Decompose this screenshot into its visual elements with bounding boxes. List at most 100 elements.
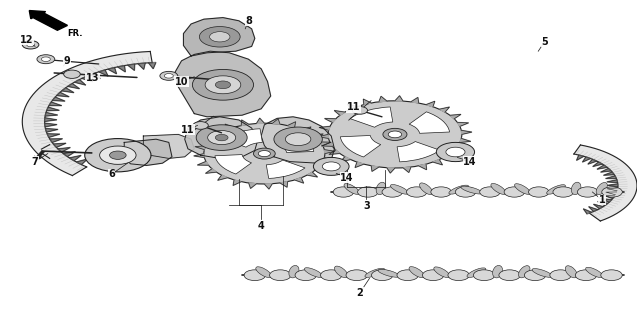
Polygon shape bbox=[426, 101, 435, 107]
Ellipse shape bbox=[365, 268, 385, 277]
Ellipse shape bbox=[467, 268, 486, 277]
Ellipse shape bbox=[449, 185, 469, 194]
Circle shape bbox=[333, 187, 354, 197]
Ellipse shape bbox=[532, 268, 552, 277]
Ellipse shape bbox=[585, 267, 603, 277]
Polygon shape bbox=[460, 139, 471, 142]
Circle shape bbox=[192, 69, 254, 100]
Ellipse shape bbox=[515, 184, 531, 194]
Text: 4: 4 bbox=[258, 220, 264, 231]
Text: 10: 10 bbox=[175, 76, 189, 87]
Polygon shape bbox=[241, 120, 248, 125]
Text: FR.: FR. bbox=[67, 29, 82, 38]
Polygon shape bbox=[607, 180, 618, 183]
Polygon shape bbox=[45, 128, 58, 132]
Text: 12: 12 bbox=[20, 35, 34, 45]
Polygon shape bbox=[272, 119, 280, 124]
Text: 5: 5 bbox=[541, 36, 548, 47]
Wedge shape bbox=[215, 155, 252, 174]
Text: 3: 3 bbox=[363, 201, 369, 212]
Polygon shape bbox=[601, 198, 612, 202]
Circle shape bbox=[254, 148, 275, 159]
Wedge shape bbox=[224, 129, 262, 147]
Circle shape bbox=[448, 270, 469, 281]
Polygon shape bbox=[294, 178, 304, 183]
Polygon shape bbox=[52, 97, 65, 101]
Ellipse shape bbox=[596, 182, 607, 195]
Polygon shape bbox=[606, 192, 617, 195]
Ellipse shape bbox=[565, 266, 577, 278]
Polygon shape bbox=[387, 168, 395, 173]
Circle shape bbox=[199, 27, 240, 47]
Polygon shape bbox=[457, 123, 469, 126]
Polygon shape bbox=[461, 130, 472, 134]
Polygon shape bbox=[206, 169, 217, 173]
Ellipse shape bbox=[378, 269, 400, 277]
Circle shape bbox=[160, 71, 178, 80]
Polygon shape bbox=[257, 118, 264, 124]
Polygon shape bbox=[69, 156, 81, 161]
Circle shape bbox=[455, 187, 476, 197]
Polygon shape bbox=[301, 127, 311, 132]
Circle shape bbox=[575, 270, 597, 281]
Ellipse shape bbox=[289, 265, 299, 278]
Polygon shape bbox=[47, 107, 59, 111]
Polygon shape bbox=[108, 68, 117, 74]
Wedge shape bbox=[340, 135, 381, 157]
Circle shape bbox=[529, 187, 549, 197]
Wedge shape bbox=[409, 112, 450, 133]
Polygon shape bbox=[317, 165, 328, 169]
Circle shape bbox=[320, 270, 342, 281]
Polygon shape bbox=[597, 165, 607, 169]
Polygon shape bbox=[194, 154, 204, 157]
Polygon shape bbox=[312, 134, 323, 139]
Circle shape bbox=[193, 122, 208, 129]
Polygon shape bbox=[47, 134, 60, 137]
Circle shape bbox=[196, 125, 247, 150]
Circle shape bbox=[389, 131, 401, 138]
Polygon shape bbox=[583, 209, 592, 214]
Polygon shape bbox=[594, 204, 603, 209]
Polygon shape bbox=[606, 176, 617, 179]
Circle shape bbox=[504, 187, 525, 197]
Polygon shape bbox=[363, 99, 371, 105]
Circle shape bbox=[577, 187, 598, 197]
Text: 8: 8 bbox=[245, 16, 252, 26]
Polygon shape bbox=[197, 162, 208, 165]
Text: 2: 2 bbox=[357, 288, 363, 298]
Text: 14: 14 bbox=[463, 156, 477, 167]
Circle shape bbox=[550, 270, 571, 281]
Ellipse shape bbox=[492, 265, 503, 278]
Polygon shape bbox=[379, 96, 387, 102]
Circle shape bbox=[208, 131, 236, 145]
Polygon shape bbox=[601, 168, 611, 172]
Polygon shape bbox=[574, 145, 637, 221]
Circle shape bbox=[99, 146, 136, 164]
Circle shape bbox=[313, 157, 349, 175]
Circle shape bbox=[215, 134, 228, 141]
Text: 9: 9 bbox=[64, 56, 70, 66]
Polygon shape bbox=[118, 66, 125, 72]
Polygon shape bbox=[603, 172, 614, 175]
Polygon shape bbox=[50, 139, 62, 142]
Circle shape bbox=[431, 187, 452, 197]
Circle shape bbox=[371, 270, 393, 281]
Polygon shape bbox=[329, 150, 340, 155]
Circle shape bbox=[446, 147, 465, 157]
Polygon shape bbox=[63, 152, 75, 156]
Polygon shape bbox=[82, 76, 93, 82]
Circle shape bbox=[27, 43, 34, 47]
Polygon shape bbox=[347, 104, 357, 109]
Circle shape bbox=[205, 76, 241, 94]
Circle shape bbox=[295, 270, 317, 281]
Polygon shape bbox=[433, 160, 443, 165]
Ellipse shape bbox=[519, 266, 530, 278]
Polygon shape bbox=[454, 146, 465, 150]
Wedge shape bbox=[350, 107, 393, 127]
FancyArrow shape bbox=[34, 151, 45, 160]
Circle shape bbox=[22, 41, 39, 49]
Polygon shape bbox=[90, 73, 100, 79]
Polygon shape bbox=[183, 18, 255, 56]
Polygon shape bbox=[57, 92, 69, 97]
Polygon shape bbox=[450, 114, 461, 119]
